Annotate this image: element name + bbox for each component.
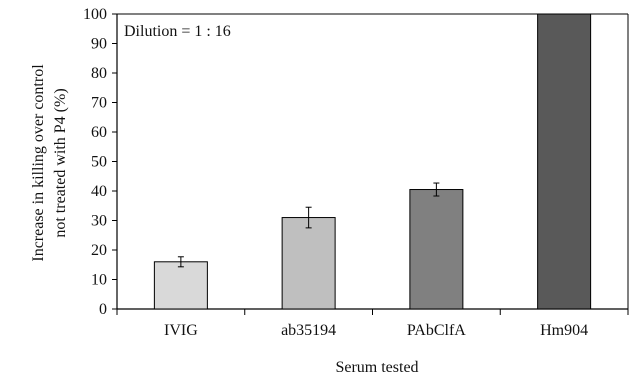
x-axis-title: Serum tested bbox=[335, 359, 418, 376]
y-axis-title-line-1: Increase in killing over control bbox=[30, 64, 47, 262]
y-tick-label: 30 bbox=[91, 213, 107, 230]
y-axis-title-line-2: not treated with P4 (%) bbox=[52, 88, 69, 237]
x-category-label: PAbClfA bbox=[407, 322, 466, 339]
y-tick-label: 80 bbox=[91, 65, 107, 82]
y-tick-label: 100 bbox=[83, 6, 107, 23]
y-tick-label: 40 bbox=[91, 183, 107, 200]
y-tick-label: 10 bbox=[91, 272, 107, 289]
x-category-label: ab35194 bbox=[281, 322, 336, 339]
bar-pabclfa bbox=[409, 189, 464, 310]
x-category-label: IVIG bbox=[164, 322, 198, 339]
y-tick-label: 0 bbox=[99, 301, 107, 318]
y-ticks: 0 10 20 30 40 50 60 70 80 90 100 bbox=[83, 6, 629, 318]
y-tick-label: 20 bbox=[91, 242, 107, 259]
bar-ivig bbox=[153, 261, 208, 310]
y-axis-title: Increase in killing over control not tre… bbox=[30, 64, 69, 262]
bars bbox=[153, 13, 592, 310]
error-bars bbox=[177, 182, 440, 268]
dilution-annotation: Dilution = 1 : 16 bbox=[124, 23, 231, 40]
bar-hm904 bbox=[537, 13, 592, 310]
y-tick-label: 70 bbox=[91, 95, 107, 112]
x-categories: IVIG ab35194 PAbClfA Hm904 bbox=[164, 322, 588, 339]
x-category-label: Hm904 bbox=[540, 322, 588, 339]
bar-ab35194 bbox=[281, 217, 336, 310]
y-tick-label: 60 bbox=[91, 124, 107, 141]
y-tick-label: 50 bbox=[91, 154, 107, 171]
y-tick-label: 90 bbox=[91, 36, 107, 53]
